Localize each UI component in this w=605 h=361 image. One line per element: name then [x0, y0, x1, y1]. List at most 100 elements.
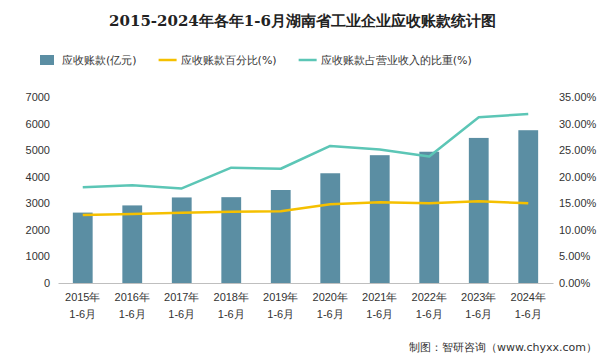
- bar: [320, 173, 340, 283]
- y-tick-label: 6000: [26, 118, 50, 130]
- x-tick-label-line: 2018年: [214, 291, 249, 303]
- bar: [73, 213, 93, 283]
- x-tick-label-line: 2017年: [164, 291, 199, 303]
- x-tick-label: 2023年 1-6月: [461, 291, 496, 320]
- y-tick-label: 4000: [26, 171, 50, 183]
- marks: [73, 114, 538, 283]
- x-tick-label-line: 1-6月: [366, 308, 393, 320]
- x-tick-label: 2015年 1-6月: [65, 291, 100, 320]
- x-tick-label-line: 1-6月: [168, 308, 195, 320]
- x-tick-label-line: 2019年: [263, 291, 298, 303]
- chart: 2015-2024年各年1-6月湖南省工业企业应收账款统计图 0 1000 2000 3…: [0, 0, 605, 361]
- legend-label: 应收账款百分比(%): [181, 54, 277, 67]
- legend-swatch: [159, 59, 177, 62]
- line: [83, 114, 529, 188]
- bar: [419, 152, 439, 283]
- y-tick-label: 1000: [26, 250, 50, 262]
- y2-tick: 15.00%: [553, 197, 597, 209]
- y2-tick: 0.00%: [553, 277, 590, 289]
- x-tick-label-line: 1-6月: [515, 308, 542, 320]
- y2-tick: 35.00%: [553, 91, 597, 103]
- x-tick-label: 2024年 1-6月: [511, 291, 546, 320]
- x-axis: 2015年1-6月2016年1-6月2017年1-6月2018年1-6月2019…: [59, 283, 554, 320]
- legend-item: 应收账款百分比(%): [159, 54, 277, 67]
- bar: [221, 197, 241, 283]
- x-tick-label: 2020年 1-6月: [313, 291, 348, 320]
- y2-tick-label: 5.00%: [559, 250, 590, 262]
- x-tick-label-line: 1-6月: [317, 308, 344, 320]
- y2-tick: 30.00%: [553, 118, 597, 130]
- bar: [469, 138, 489, 283]
- x-tick: 2021年 1-6月: [362, 283, 397, 320]
- x-tick-label: 2016年 1-6月: [115, 291, 150, 320]
- y-axis: 0 1000 2000 3000 4000 5000 6000 7000: [26, 91, 59, 289]
- y2-tick-label: 25.00%: [559, 144, 597, 156]
- legend-label: 应收账款占营业收入的比重(%): [321, 54, 472, 67]
- bar: [172, 197, 192, 283]
- bar: [122, 205, 142, 283]
- legend-item: 应收账款(亿元): [40, 54, 137, 67]
- bar: [370, 155, 390, 283]
- x-tick-label-line: 2022年: [412, 291, 447, 303]
- y-tick-label: 5000: [26, 144, 50, 156]
- y-tick: 3000: [26, 197, 58, 209]
- y-tick: 4000: [26, 171, 58, 183]
- y2-tick-label: 35.00%: [559, 91, 597, 103]
- y-axis-line: [58, 98, 59, 284]
- x-tick-label: 2022年 1-6月: [412, 291, 447, 320]
- x-tick-label-line: 2016年: [115, 291, 150, 303]
- legend-swatch: [299, 59, 317, 62]
- legend-item: 应收账款占营业收入的比重(%): [299, 54, 472, 67]
- line: [83, 201, 529, 215]
- x-tick-label-line: 2024年: [511, 291, 546, 303]
- y2-axis-line: [553, 98, 554, 284]
- y-tick: 2000: [26, 224, 58, 236]
- y-tick-label: 2000: [26, 224, 50, 236]
- x-tick-label: 2019年 1-6月: [263, 291, 298, 320]
- x-tick-label-line: 1-6月: [465, 308, 492, 320]
- legend-swatch: [40, 55, 54, 65]
- y2-tick: 20.00%: [553, 171, 597, 183]
- y2-tick-label: 0.00%: [559, 277, 590, 289]
- title: 2015-2024年各年1-6月湖南省工业企业应收账款统计图: [109, 12, 496, 30]
- x-tick-label: 2018年 1-6月: [214, 291, 249, 320]
- y-tick-label: 0: [44, 277, 50, 289]
- y-tick-label: 3000: [26, 197, 50, 209]
- x-tick: 2018年 1-6月: [214, 283, 249, 320]
- y2-axis: 0.00% 5.00% 10.00% 15.00% 20.00% 25.00% 30.00%…: [553, 91, 597, 289]
- annotation: 制图：智研咨询（www.chyxx.com）: [409, 341, 597, 354]
- y2-tick-label: 30.00%: [559, 118, 597, 130]
- y-tick-label: 7000: [26, 91, 50, 103]
- y2-tick-label: 10.00%: [559, 224, 597, 236]
- x-tick-label-line: 1-6月: [416, 308, 443, 320]
- bar: [271, 190, 291, 283]
- x-tick-label: 2021年 1-6月: [362, 291, 397, 320]
- x-tick-label-line: 1-6月: [267, 308, 294, 320]
- y-tick: 0: [44, 277, 58, 289]
- x-tick-label-line: 2015年: [65, 291, 100, 303]
- legend: 应收账款(亿元) 应收账款百分比(%) 应收账款占营业收入的比重(%): [40, 54, 472, 67]
- y2-tick-label: 15.00%: [559, 197, 597, 209]
- x-tick: 2016年 1-6月: [115, 283, 150, 320]
- x-tick: 2015年 1-6月: [65, 283, 100, 320]
- x-tick: 2019年 1-6月: [263, 283, 298, 320]
- x-tick-label-line: 1-6月: [119, 308, 146, 320]
- x-tick-label-line: 2020年: [313, 291, 348, 303]
- legend-label: 应收账款(亿元): [62, 54, 137, 67]
- y-tick: 1000: [26, 250, 58, 262]
- x-tick-label: 2017年 1-6月: [164, 291, 199, 320]
- y2-tick: 25.00%: [553, 144, 597, 156]
- x-tick-label-line: 2023年: [461, 291, 496, 303]
- bar: [518, 130, 538, 283]
- y2-tick: 5.00%: [553, 250, 590, 262]
- x-tick: 2022年 1-6月: [412, 283, 447, 320]
- x-tick: 2024年 1-6月: [511, 283, 546, 320]
- x-tick-label-line: 1-6月: [69, 308, 96, 320]
- x-tick-label-line: 1-6月: [218, 308, 245, 320]
- plot: 0 1000 2000 3000 4000 5000 6000 7000 0.00% 5.00% 1…: [26, 91, 597, 320]
- y2-tick-label: 20.00%: [559, 171, 597, 183]
- x-tick: 2020年 1-6月: [313, 283, 348, 320]
- y-tick: 6000: [26, 118, 58, 130]
- x-tick-label-line: 2021年: [362, 291, 397, 303]
- y-tick: 5000: [26, 144, 58, 156]
